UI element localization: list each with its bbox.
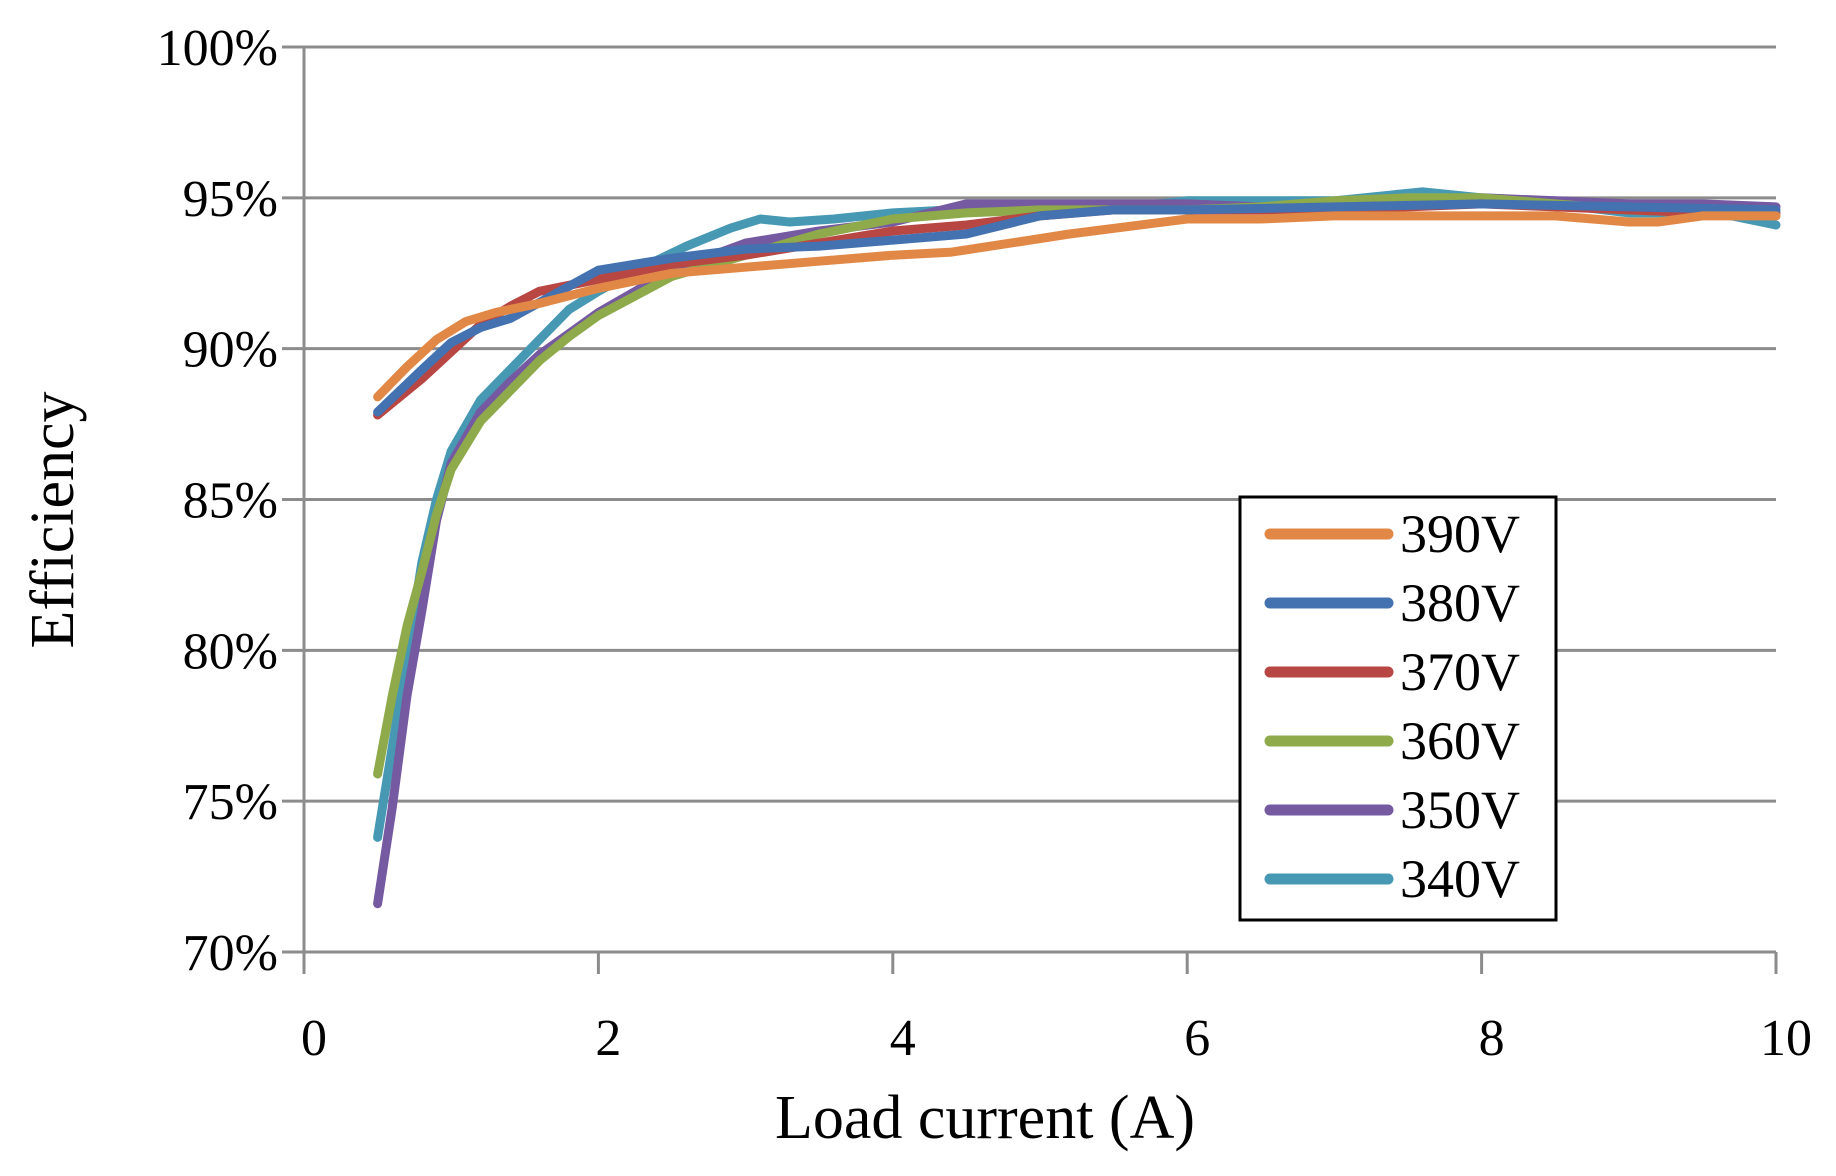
legend-label: 340V bbox=[1400, 849, 1520, 909]
legend-label: 370V bbox=[1400, 642, 1520, 702]
x-tick-label: 4 bbox=[890, 1010, 916, 1067]
x-tick-labels: 0 2 4 6 8 10 bbox=[301, 1010, 1812, 1067]
x-tick-label: 0 bbox=[301, 1010, 327, 1067]
series-line-360v bbox=[373, 193, 1781, 779]
x-tick-label: 10 bbox=[1760, 1010, 1812, 1067]
x-tick-label: 8 bbox=[1479, 1010, 1505, 1067]
y-tick-label: 75% bbox=[183, 774, 278, 831]
axes bbox=[302, 47, 1778, 974]
series-line-390v bbox=[373, 211, 1781, 402]
legend-label: 350V bbox=[1400, 780, 1520, 840]
y-tick-label: 85% bbox=[183, 473, 278, 530]
x-axis-title: Load current (A) bbox=[775, 1084, 1195, 1152]
legend: 390V 380V 370V 360V 350V 340V bbox=[1238, 495, 1558, 922]
y-tick-label: 70% bbox=[183, 925, 278, 982]
legend-label: 390V bbox=[1400, 504, 1520, 564]
legend-box bbox=[1238, 495, 1558, 922]
legend-label: 380V bbox=[1400, 573, 1520, 633]
y-tick-label: 80% bbox=[183, 623, 278, 680]
y-tick-label: 100% bbox=[157, 20, 278, 77]
x-tick-label: 6 bbox=[1184, 1010, 1210, 1067]
y-axis-title: Efficiency bbox=[19, 391, 87, 648]
x-tick-label: 2 bbox=[595, 1010, 621, 1067]
legend-label: 360V bbox=[1400, 711, 1520, 771]
y-tick-labels: 70% 75% 80% 85% 90% 95% 100% bbox=[157, 20, 278, 982]
series-line-380v bbox=[373, 199, 1781, 417]
y-tick-label: 90% bbox=[183, 322, 278, 379]
series-lines bbox=[373, 187, 1781, 909]
y-tick-label: 95% bbox=[183, 171, 278, 228]
